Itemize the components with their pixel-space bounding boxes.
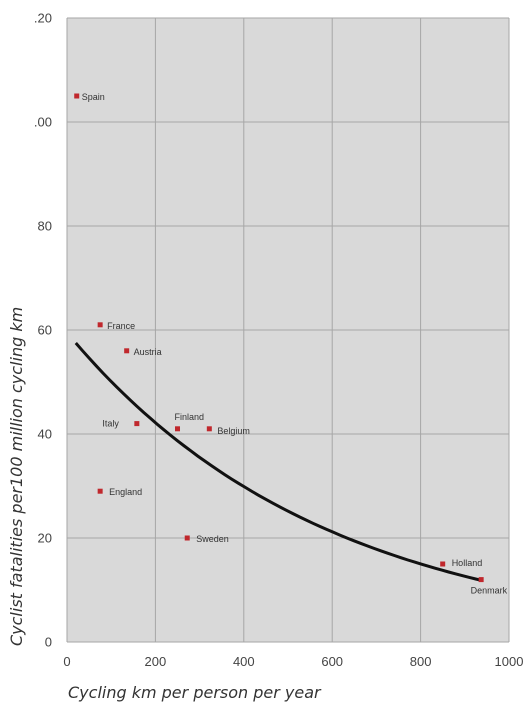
- data-point-label: Spain: [82, 92, 105, 102]
- data-point: [175, 426, 180, 432]
- data-point-label: England: [109, 487, 142, 497]
- y-tick-label: 40: [38, 427, 52, 442]
- y-axis-ticks: 0 20 40 60 80 .00 .20: [34, 11, 52, 650]
- data-point-label: Austria: [134, 347, 162, 357]
- data-point-label: Denmark: [471, 586, 508, 596]
- data-point: [134, 421, 140, 427]
- data-point: [97, 488, 103, 494]
- data-point: [478, 577, 484, 583]
- y-tick-label: 20: [38, 531, 52, 546]
- x-axis-ticks: 0 200 400 600 800 1000: [63, 654, 523, 669]
- grid-lines: [66, 17, 510, 643]
- y-tick-label: .00: [34, 115, 52, 130]
- x-tick-label: 200: [145, 654, 167, 669]
- y-tick-label: 0: [45, 635, 52, 650]
- x-axis-title: Cycling km per person per year: [68, 683, 322, 702]
- x-tick-label: 0: [63, 654, 70, 669]
- y-tick-label: 60: [38, 323, 52, 338]
- x-tick-label: 400: [233, 654, 255, 669]
- data-point: [184, 535, 190, 541]
- data-point-label: Belgium: [217, 426, 250, 436]
- data-point: [124, 348, 130, 354]
- x-tick-label: 600: [321, 654, 343, 669]
- data-points: Spain France Austria Italy Finland Belgium Eng…: [74, 92, 508, 596]
- data-point: [440, 561, 446, 567]
- data-point: [97, 322, 103, 328]
- data-point-label: Sweden: [196, 534, 229, 544]
- data-point: [74, 93, 80, 99]
- data-point-label: Holland: [452, 558, 483, 568]
- y-tick-label: 80: [38, 219, 52, 234]
- x-tick-label: 1000: [495, 654, 524, 669]
- y-axis-title: Cyclist fatalities per100 million cyclin…: [7, 307, 26, 646]
- data-point-label: France: [107, 321, 135, 331]
- trend-curve: [74, 342, 483, 583]
- data-point-label: Finland: [175, 412, 205, 422]
- data-point: [206, 426, 212, 432]
- data-point-label: Italy: [102, 419, 119, 429]
- x-tick-label: 800: [410, 654, 432, 669]
- y-tick-label: .20: [34, 11, 52, 26]
